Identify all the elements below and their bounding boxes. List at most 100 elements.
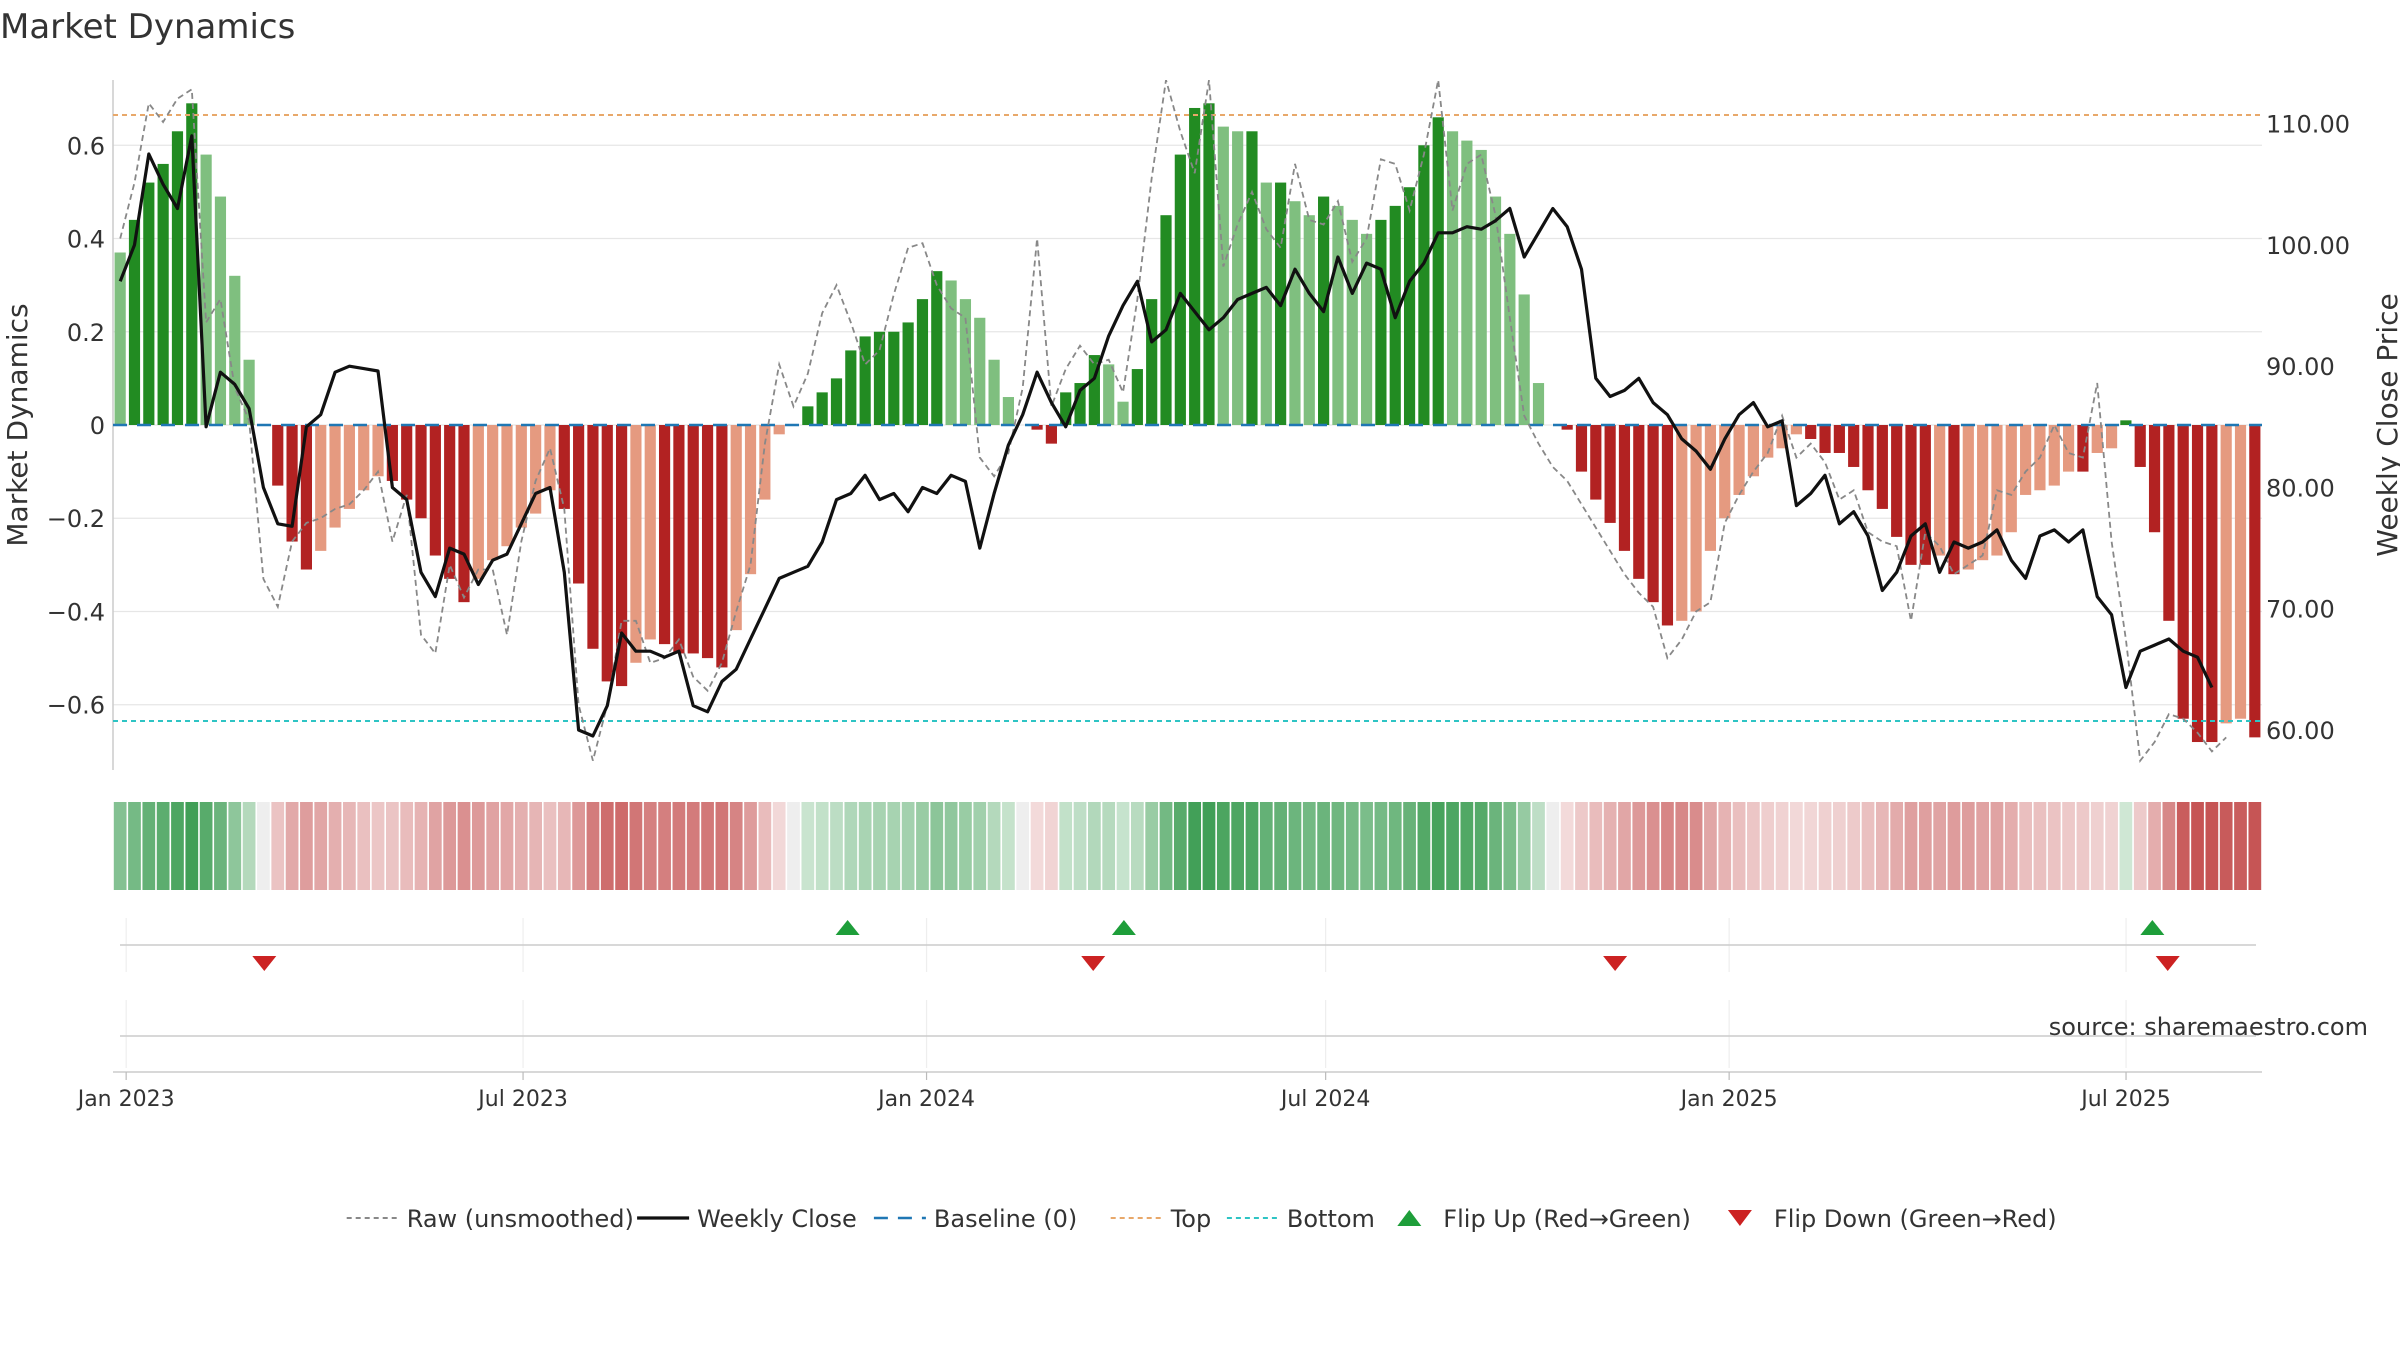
dynamics-bar [544, 425, 556, 491]
dynamics-bar [1733, 425, 1745, 495]
x-tick-label: Jul 2024 [1279, 1087, 1371, 1112]
heat-strip-cell [1030, 802, 1044, 890]
dynamics-bar [329, 425, 341, 528]
heat-strip-cell [1474, 802, 1488, 890]
dynamics-bar [272, 425, 284, 486]
heat-strip-cell [2076, 802, 2090, 890]
dynamics-bar [501, 425, 513, 547]
dynamics-bar [1446, 131, 1459, 425]
heat-strip-cell [1059, 802, 1073, 890]
dynamics-bar [530, 425, 542, 514]
dynamics-bar [716, 425, 728, 668]
legend: Raw (unsmoothed) Weekly Close Baseline (0)… [346, 1205, 2057, 1233]
heat-strip-cell [930, 802, 944, 890]
dynamics-bar [1074, 383, 1086, 425]
dynamics-bar [1260, 182, 1272, 425]
dynamics-bar [1045, 425, 1057, 444]
heat-strip-cell [701, 802, 714, 890]
heat-strip-cell [586, 802, 600, 890]
heat-strip-cell [486, 802, 500, 890]
heat-strip-cell [858, 802, 872, 890]
heat-strip-cell [1603, 802, 1617, 890]
dynamics-bar [128, 219, 141, 425]
right-tick-label: 70.00 [2266, 596, 2335, 624]
heat-strip-cell [171, 802, 184, 890]
heat-strip-cell [1775, 802, 1789, 890]
dynamics-bar [1174, 154, 1186, 425]
heat-strip-cell [414, 802, 428, 890]
heat-strip-cell [2248, 802, 2262, 890]
heat-strip-cell [1259, 802, 1273, 890]
left-tick-label: 0.6 [67, 132, 105, 160]
dynamics-bar [1934, 425, 1946, 556]
dynamics-bar [1819, 425, 1831, 453]
flip-up-marker [2140, 920, 2165, 935]
flip-up-marker [1111, 920, 1136, 935]
dynamics-bar [401, 425, 413, 500]
heat-strip-cell [1861, 802, 1875, 890]
heat-strip-cell [1016, 802, 1030, 890]
raw-unsmoothed-line [119, 80, 2227, 763]
dynamics-bar [888, 331, 900, 425]
dynamics-bar [200, 154, 212, 425]
dynamics-bar [558, 425, 570, 509]
legend-label: Baseline (0) [934, 1205, 1077, 1233]
dynamics-bar [2063, 425, 2075, 472]
dynamics-bar [587, 425, 599, 649]
heat-strip-cell [371, 802, 385, 890]
heat-strip-cell [328, 802, 342, 890]
heat-strip-cell [801, 802, 815, 890]
dynamics-bar [1346, 219, 1358, 425]
dynamics-bar [744, 425, 757, 575]
heat-strip-cell [1088, 802, 1101, 890]
heat-strip-cell [2191, 802, 2204, 890]
heat-strip-cell [1747, 802, 1760, 890]
heat-strip-cell [615, 802, 628, 890]
flip-up-marker [835, 920, 860, 935]
dynamics-bar [214, 196, 227, 425]
right-tick-label: 110.00 [2266, 111, 2350, 139]
heat-strip-cell [357, 802, 371, 890]
dynamics-bar [515, 425, 527, 528]
heat-strip-cell [1274, 802, 1287, 890]
heat-strip-cell [1145, 802, 1159, 890]
dynamics-bar [644, 425, 656, 640]
heat-strip-cell [1618, 802, 1631, 890]
heat-strip-cell [1216, 802, 1230, 890]
dynamics-bar [1948, 425, 1960, 575]
dynamics-bar [1002, 397, 1015, 425]
heat-strip-cell [343, 802, 356, 890]
heat-strip-cell [973, 802, 987, 890]
dynamics-bar [1332, 205, 1344, 425]
heat-strip-cell [1159, 802, 1173, 890]
dynamics-bar [1232, 131, 1244, 425]
heat-strip-cell [629, 802, 643, 890]
heat-strip-cell [1045, 802, 1058, 890]
heat-strip-cell [529, 802, 542, 890]
dynamics-bar [1088, 355, 1100, 425]
heat-strip-cell [2176, 802, 2190, 890]
dynamics-bar [1031, 425, 1043, 430]
dynamics-bar [487, 425, 499, 561]
heat-strip-cell [1073, 802, 1087, 890]
dynamics-bar [315, 425, 327, 551]
heat-strip-cell [1918, 802, 1932, 890]
heat-strip-cell [1947, 802, 1961, 890]
legend-label: Flip Up (Red→Green) [1443, 1205, 1691, 1233]
dynamics-bar [1848, 425, 1860, 467]
dynamics-bar [2148, 425, 2161, 533]
dynamics-bar [444, 425, 456, 579]
heat-strip-cell [543, 802, 557, 890]
dynamics-bar [1432, 117, 1444, 425]
dynamics-bar [1532, 383, 1545, 425]
heat-strip-cell [1560, 802, 1574, 890]
heat-strip-cell [2033, 802, 2047, 890]
heat-strip-cell [1675, 802, 1689, 890]
heat-strip-cell [457, 802, 471, 890]
dynamics-bar [143, 182, 155, 425]
heat-strip-cell [1431, 802, 1445, 890]
heat-strip-cell [1732, 802, 1746, 890]
heat-strip-cell [2090, 802, 2104, 890]
left-tick-label: 0 [90, 412, 105, 440]
dynamics-bar [1876, 425, 1888, 509]
